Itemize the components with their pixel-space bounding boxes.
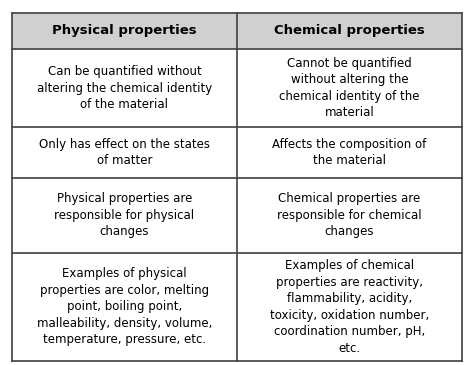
Text: Can be quantified without
altering the chemical identity
of the material: Can be quantified without altering the c… — [37, 65, 212, 111]
Bar — [12, 13, 462, 49]
Text: Examples of chemical
properties are reactivity,
flammability, acidity,
toxicity,: Examples of chemical properties are reac… — [270, 259, 429, 355]
Text: Only has effect on the states
of matter: Only has effect on the states of matter — [39, 138, 210, 167]
Text: Examples of physical
properties are color, melting
point, boiling point,
malleab: Examples of physical properties are colo… — [37, 268, 212, 346]
Text: Chemical properties are
responsible for chemical
changes: Chemical properties are responsible for … — [277, 192, 422, 238]
Text: Physical properties: Physical properties — [52, 24, 197, 38]
Text: Chemical properties: Chemical properties — [274, 24, 425, 38]
Text: Cannot be quantified
without altering the
chemical identity of the
material: Cannot be quantified without altering th… — [279, 57, 420, 119]
Text: Affects the composition of
the material: Affects the composition of the material — [273, 138, 427, 167]
Text: Physical properties are
responsible for physical
changes: Physical properties are responsible for … — [55, 192, 194, 238]
